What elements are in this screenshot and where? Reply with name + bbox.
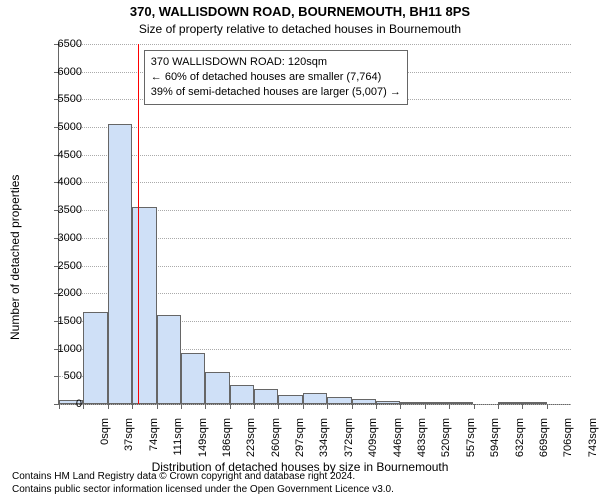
x-tick-label: 632sqm <box>514 418 526 468</box>
grid-line <box>59 182 571 183</box>
histogram-bar <box>108 124 132 404</box>
x-tick-mark <box>181 404 182 409</box>
x-tick-label: 409sqm <box>367 418 379 468</box>
y-tick-label: 0 <box>42 398 82 410</box>
grid-line <box>59 44 571 45</box>
x-tick-mark <box>205 404 206 409</box>
histogram-bar <box>425 402 449 404</box>
histogram-bar <box>376 401 400 404</box>
x-tick-label: 149sqm <box>197 418 209 468</box>
plot-area: 370 WALLISDOWN ROAD: 120sqm← 60% of deta… <box>58 44 571 405</box>
x-tick-mark <box>303 404 304 409</box>
histogram-bar <box>522 402 546 404</box>
x-tick-label: 446sqm <box>392 418 404 468</box>
grid-line <box>59 127 571 128</box>
histogram-bar <box>327 397 351 404</box>
x-tick-mark <box>83 404 84 409</box>
chart-subtitle: Size of property relative to detached ho… <box>0 22 600 36</box>
histogram-bar <box>205 372 229 404</box>
annotation-line: ← 60% of detached houses are smaller (7,… <box>151 70 401 85</box>
x-tick-mark <box>352 404 353 409</box>
x-tick-label: 594sqm <box>489 418 501 468</box>
histogram-bar <box>449 402 473 404</box>
x-tick-label: 372sqm <box>343 418 355 468</box>
histogram-bar <box>278 395 302 404</box>
x-tick-label: 37sqm <box>123 418 135 468</box>
y-tick-label: 1000 <box>42 343 82 355</box>
x-tick-label: 557sqm <box>465 418 477 468</box>
grid-line <box>59 404 571 405</box>
x-tick-mark <box>254 404 255 409</box>
histogram-bar <box>303 393 327 404</box>
histogram-bar <box>181 353 205 405</box>
x-tick-label: 260sqm <box>270 418 282 468</box>
y-axis-label: Number of detached properties <box>8 175 22 340</box>
x-tick-label: 334sqm <box>318 418 330 468</box>
chart-title: 370, WALLISDOWN ROAD, BOURNEMOUTH, BH11 … <box>0 4 600 19</box>
x-tick-mark <box>327 404 328 409</box>
y-tick-label: 6500 <box>42 38 82 50</box>
x-tick-label: 520sqm <box>440 418 452 468</box>
reference-line <box>138 44 139 404</box>
footer-attribution: Contains HM Land Registry data © Crown c… <box>12 471 394 496</box>
histogram-bar <box>132 207 156 404</box>
y-tick-label: 500 <box>42 370 82 382</box>
histogram-bar <box>83 312 107 404</box>
x-tick-mark <box>474 404 475 409</box>
footer-line-1: Contains HM Land Registry data © Crown c… <box>12 471 394 484</box>
y-tick-label: 2500 <box>42 260 82 272</box>
chart-container: 370, WALLISDOWN ROAD, BOURNEMOUTH, BH11 … <box>0 0 600 500</box>
x-tick-label: 483sqm <box>416 418 428 468</box>
x-tick-label: 669sqm <box>538 418 550 468</box>
x-tick-label: 0sqm <box>99 418 111 468</box>
y-tick-label: 1500 <box>42 315 82 327</box>
histogram-bar <box>498 402 522 404</box>
annotation-line: 39% of semi-detached houses are larger (… <box>151 85 401 100</box>
x-tick-mark <box>400 404 401 409</box>
x-tick-mark <box>522 404 523 409</box>
histogram-bar <box>157 315 181 404</box>
y-tick-label: 6000 <box>42 66 82 78</box>
x-tick-mark <box>547 404 548 409</box>
x-tick-mark <box>425 404 426 409</box>
x-tick-mark <box>449 404 450 409</box>
y-tick-label: 5500 <box>42 93 82 105</box>
y-tick-label: 5000 <box>42 121 82 133</box>
x-tick-label: 186sqm <box>221 418 233 468</box>
footer-line-2: Contains public sector information licen… <box>12 484 394 497</box>
x-tick-label: 74sqm <box>148 418 160 468</box>
x-tick-mark <box>132 404 133 409</box>
x-tick-mark <box>230 404 231 409</box>
x-tick-mark <box>376 404 377 409</box>
histogram-bar <box>230 385 254 404</box>
x-tick-mark <box>278 404 279 409</box>
x-tick-label: 111sqm <box>172 418 184 468</box>
histogram-bar <box>400 402 424 404</box>
y-tick-label: 4500 <box>42 149 82 161</box>
y-tick-label: 2000 <box>42 287 82 299</box>
histogram-bar <box>254 389 278 405</box>
y-tick-label: 4000 <box>42 176 82 188</box>
histogram-bar <box>352 399 376 404</box>
y-tick-label: 3000 <box>42 232 82 244</box>
annotation-box: 370 WALLISDOWN ROAD: 120sqm← 60% of deta… <box>144 50 408 105</box>
x-tick-label: 743sqm <box>587 418 599 468</box>
x-tick-label: 223sqm <box>245 418 257 468</box>
x-tick-label: 706sqm <box>562 418 574 468</box>
grid-line <box>59 155 571 156</box>
x-tick-mark <box>157 404 158 409</box>
annotation-line: 370 WALLISDOWN ROAD: 120sqm <box>151 55 401 70</box>
x-tick-label: 297sqm <box>294 418 306 468</box>
x-tick-mark <box>498 404 499 409</box>
y-tick-label: 3500 <box>42 204 82 216</box>
x-tick-mark <box>108 404 109 409</box>
